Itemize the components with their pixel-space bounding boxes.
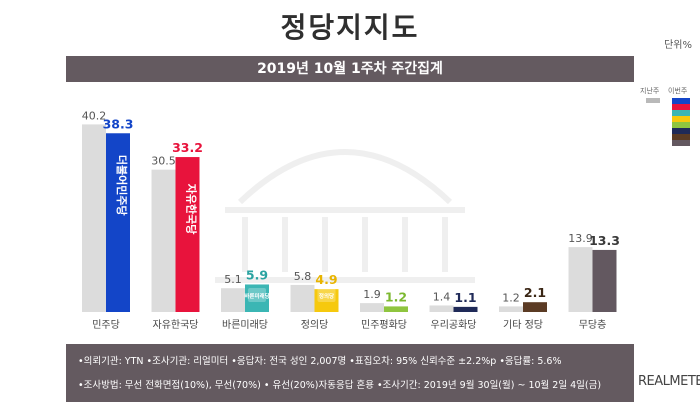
- bar-prev-week: [82, 124, 106, 313]
- party-logo: 더불어민주당: [115, 155, 129, 216]
- legend-curr-swatch: [672, 122, 690, 128]
- bar-this-week: [384, 306, 408, 312]
- bar-prev-week: [221, 288, 245, 312]
- value-label-current: 1.1: [454, 290, 476, 305]
- category-label: 자유한국당: [153, 319, 199, 331]
- subtitle-bar: 2019년 10월 1주차 주간집계: [66, 56, 634, 82]
- party-logo-badge: [317, 288, 336, 302]
- value-label-current: 13.3: [589, 233, 620, 248]
- category-label: 민주평화당: [361, 319, 407, 331]
- bar-this-week: [523, 302, 547, 312]
- bar-prev-week: [151, 169, 176, 312]
- bar-prev-week: [499, 306, 523, 312]
- legend-curr-swatch: [672, 110, 690, 116]
- value-label-current: 4.9: [315, 272, 337, 287]
- survey-info-line-1: •의뢰기관: YTN •조사기관: 리얼미터 •응답자: 전국 성인 2,007…: [78, 356, 562, 367]
- bar-this-week: [314, 289, 339, 312]
- legend-prev-swatch: [646, 98, 660, 103]
- survey-info-line-2: •조사방법: 무선 전화면접(10%), 무선(70%) • 유선(20%)자동…: [78, 380, 602, 391]
- value-label-current: 1.2: [385, 289, 407, 304]
- value-label-prev: 1.4: [433, 290, 451, 303]
- value-label-prev: 1.9: [363, 288, 381, 301]
- bar-this-week: [106, 133, 130, 312]
- value-label-current: 38.3: [103, 116, 134, 131]
- building-watermark: [215, 149, 475, 283]
- category-label: 기타 정당: [503, 319, 543, 331]
- legend-curr-swatch: [672, 98, 690, 104]
- category-label: 무당층: [579, 319, 607, 331]
- party-logo-badge: [248, 288, 266, 302]
- category-label: 우리공화당: [431, 319, 477, 331]
- party-logo: 바른미래당: [244, 292, 269, 300]
- value-label-current: 33.2: [172, 140, 203, 155]
- value-label-prev: 13.9: [568, 232, 593, 245]
- value-label-prev: 30.5: [151, 155, 176, 168]
- legend-curr-swatches: [672, 98, 690, 146]
- party-logo: 정의당: [319, 292, 334, 300]
- bar-this-week: [592, 249, 617, 312]
- value-label-prev: 5.1: [224, 273, 242, 286]
- category-label: 바른미래당: [222, 319, 268, 331]
- category-label: 민주당: [92, 319, 120, 331]
- value-label-current: 5.9: [246, 267, 268, 282]
- legend-curr-swatch: [672, 104, 690, 110]
- value-label-current: 2.1: [524, 285, 546, 300]
- value-label-prev: 1.2: [502, 291, 520, 304]
- value-label-prev: 5.8: [294, 270, 312, 283]
- category-label: 정의당: [301, 319, 329, 331]
- brand-logo: REALMETER: [638, 374, 700, 389]
- legend-curr-swatch: [672, 140, 690, 146]
- legend-curr-label: 이번주: [668, 87, 688, 95]
- party-logo: 자유한국당: [185, 184, 199, 235]
- bar-this-week: [175, 157, 200, 312]
- unit-label: 단위%: [664, 40, 692, 51]
- value-label-prev: 40.2: [82, 109, 107, 122]
- legend-curr-swatch: [672, 128, 690, 134]
- bar-this-week: [453, 306, 478, 312]
- bar-prev-week: [568, 247, 593, 312]
- bar-prev-week: [360, 303, 384, 312]
- bar-prev-week: [290, 284, 315, 312]
- survey-info-box: •의뢰기관: YTN •조사기관: 리얼미터 •응답자: 전국 성인 2,007…: [66, 344, 634, 402]
- legend: 지난주 이번주: [640, 86, 696, 156]
- bar-prev-week: [429, 305, 454, 312]
- legend-curr-swatch: [672, 116, 690, 122]
- legend-curr-swatch: [672, 134, 690, 140]
- chart-title: 정당지지도: [280, 11, 420, 44]
- legend-prev-label: 지난주: [640, 87, 660, 95]
- bar-this-week: [245, 284, 269, 312]
- chart-area: 40.2 38.3 민주당 더불어민주당 30.5 33.2 자유한국당 자유한국당 5.1 5.…: [0, 82, 700, 344]
